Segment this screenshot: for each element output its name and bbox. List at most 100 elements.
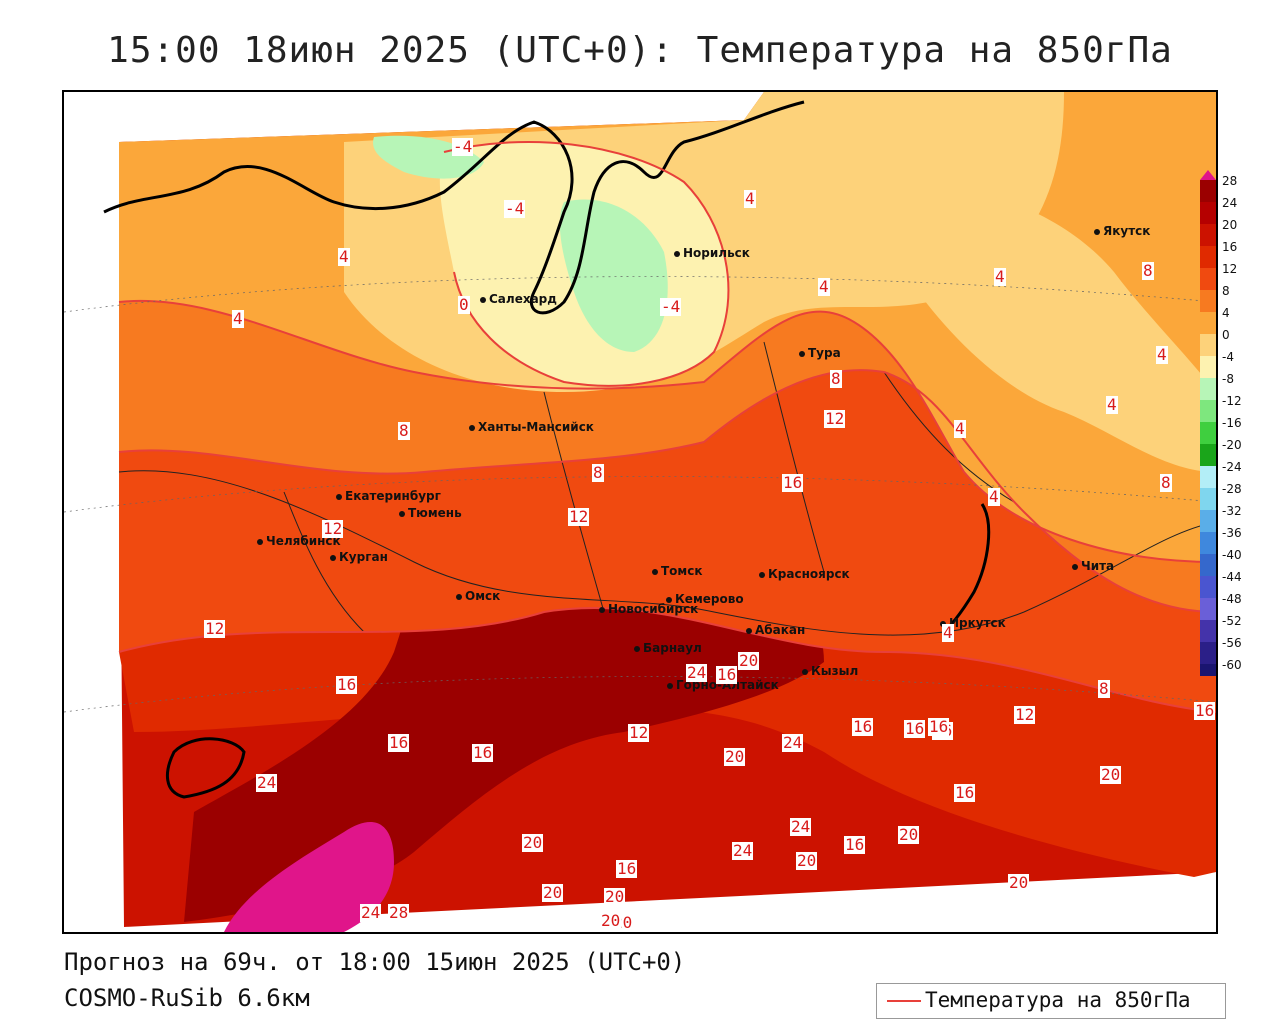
colorbar-tick-label: -16 xyxy=(1222,416,1242,430)
city-dot-icon xyxy=(802,668,808,675)
city-marker: Чита xyxy=(1072,559,1114,573)
city-dot-icon xyxy=(652,568,658,575)
isotherm-label: 4 xyxy=(954,419,966,438)
city-dot-icon xyxy=(634,645,640,652)
city-dot-icon xyxy=(759,571,765,578)
city-marker: Ханты-Мансийск xyxy=(469,420,594,434)
city-dot-icon xyxy=(746,627,752,634)
isotherm-label: 12 xyxy=(1014,705,1036,724)
city-marker: Якутск xyxy=(1094,224,1150,238)
isotherm-label: 8 xyxy=(592,463,604,482)
isotherm-label: 16 xyxy=(852,717,874,736)
isotherm-label: 16 xyxy=(782,473,804,492)
colorbar-segment xyxy=(1200,378,1216,400)
isotherm-label: 20 xyxy=(898,825,920,844)
colorbar-tick-label: 12 xyxy=(1222,262,1238,276)
colorbar-tick-label: -8 xyxy=(1222,372,1234,386)
isotherm-label: -4 xyxy=(504,199,526,218)
colorbar-segment xyxy=(1200,224,1216,246)
city-marker: Салехард xyxy=(480,292,557,306)
city-marker: Норильск xyxy=(674,246,750,260)
isotherm-label: 20 xyxy=(1100,765,1122,784)
isotherm-label: 8 xyxy=(1098,679,1110,698)
city-dot-icon xyxy=(1094,228,1100,235)
temperature-field xyxy=(64,92,1216,932)
city-marker: Новосибирск xyxy=(599,602,698,616)
colorbar-tick-label: -48 xyxy=(1222,592,1242,606)
colorbar-tick-label: 8 xyxy=(1222,284,1230,298)
city-dot-icon xyxy=(674,250,680,257)
city-marker: Кызыл xyxy=(802,664,858,678)
isotherm-label: 16 xyxy=(844,835,866,854)
isotherm-label: 20 xyxy=(604,887,626,906)
isotherm-label: 4 xyxy=(1156,345,1168,364)
city-marker: Тура xyxy=(799,346,841,360)
isotherm-label: 8 xyxy=(1160,473,1172,492)
legend-line-swatch xyxy=(887,1000,921,1002)
colorbar-segment xyxy=(1200,488,1216,510)
colorbar-segment xyxy=(1200,510,1216,532)
colorbar-tick-label: -20 xyxy=(1222,438,1242,452)
isotherm-label: 16 xyxy=(954,783,976,802)
colorbar-tick-label: 20 xyxy=(1222,218,1238,232)
colorbar-segment xyxy=(1200,400,1216,422)
colorbar-segment xyxy=(1200,312,1216,334)
city-marker: Абакан xyxy=(746,623,805,637)
isotherm-label: 12 xyxy=(204,619,226,638)
isotherm-label: 16 xyxy=(472,743,494,762)
isotherm-label: 4 xyxy=(232,309,244,328)
isotherm-label: 8 xyxy=(830,369,842,388)
isotherm-label: 16 xyxy=(716,665,738,684)
isotherm-label: 4 xyxy=(744,189,756,208)
isotherm-label: 4 xyxy=(988,487,1000,506)
city-name: Екатеринбург xyxy=(345,489,441,503)
forecast-info: Прогноз на 69ч. от 18:00 15июн 2025 (UTC… xyxy=(64,948,686,976)
isotherm-label: 24 xyxy=(256,773,278,792)
city-name: Омск xyxy=(465,589,501,603)
isotherm-label: 24 xyxy=(360,903,382,922)
colorbar-tick-label: -24 xyxy=(1222,460,1242,474)
colorbar-segment xyxy=(1200,268,1216,290)
colorbar-segment xyxy=(1200,246,1216,268)
city-marker: Омск xyxy=(456,589,500,603)
map-panel[interactable]: Якутск Норильск Салехард Тура Ханты-Мансийск… xyxy=(62,90,1218,934)
isotherm-label: 20 xyxy=(1008,873,1030,892)
city-dot-icon xyxy=(456,593,462,600)
colorbar-tick-label: -28 xyxy=(1222,482,1242,496)
isotherm-label: -4 xyxy=(452,137,474,156)
city-marker: Тюмень xyxy=(399,506,462,520)
isotherm-label: 8 xyxy=(1142,261,1154,280)
colorbar-segment xyxy=(1200,334,1216,356)
colorbar-segment xyxy=(1200,356,1216,378)
city-dot-icon xyxy=(940,620,946,627)
isotherm-label: 16 xyxy=(904,719,926,738)
city-name: Иркутск xyxy=(949,616,1006,630)
colorbar-tick-label: -56 xyxy=(1222,636,1242,650)
city-name: Барнаул xyxy=(643,641,702,655)
isotherm-label: -4 xyxy=(660,297,682,316)
colorbar-top-arrow xyxy=(1200,170,1216,180)
isotherm-label: 12 xyxy=(824,409,846,428)
city-name: Красноярск xyxy=(768,567,850,581)
city-marker: Курган xyxy=(330,550,388,564)
isotherm-label: 8 xyxy=(398,421,410,440)
city-dot-icon xyxy=(330,554,336,561)
city-marker: Барнаул xyxy=(634,641,702,655)
city-name: Тура xyxy=(808,346,841,360)
colorbar-tick-label: -32 xyxy=(1222,504,1242,518)
city-name: Абакан xyxy=(755,623,806,637)
city-name: Салехард xyxy=(489,292,557,306)
colorbar-segment xyxy=(1200,620,1216,642)
city-dot-icon xyxy=(666,596,672,603)
isotherm-label: 12 xyxy=(568,507,590,526)
city-dot-icon xyxy=(480,296,486,303)
colorbar-tick-label: -40 xyxy=(1222,548,1242,562)
colorbar-segment xyxy=(1200,466,1216,488)
colorbar-segment xyxy=(1200,554,1216,576)
isotherm-label: 20 xyxy=(724,747,746,766)
isotherm-label: 4 xyxy=(942,623,954,642)
isotherm-label: 16 xyxy=(388,733,410,752)
city-dot-icon xyxy=(667,682,673,689)
colorbar-segment xyxy=(1200,202,1216,224)
city-dot-icon xyxy=(257,538,263,545)
